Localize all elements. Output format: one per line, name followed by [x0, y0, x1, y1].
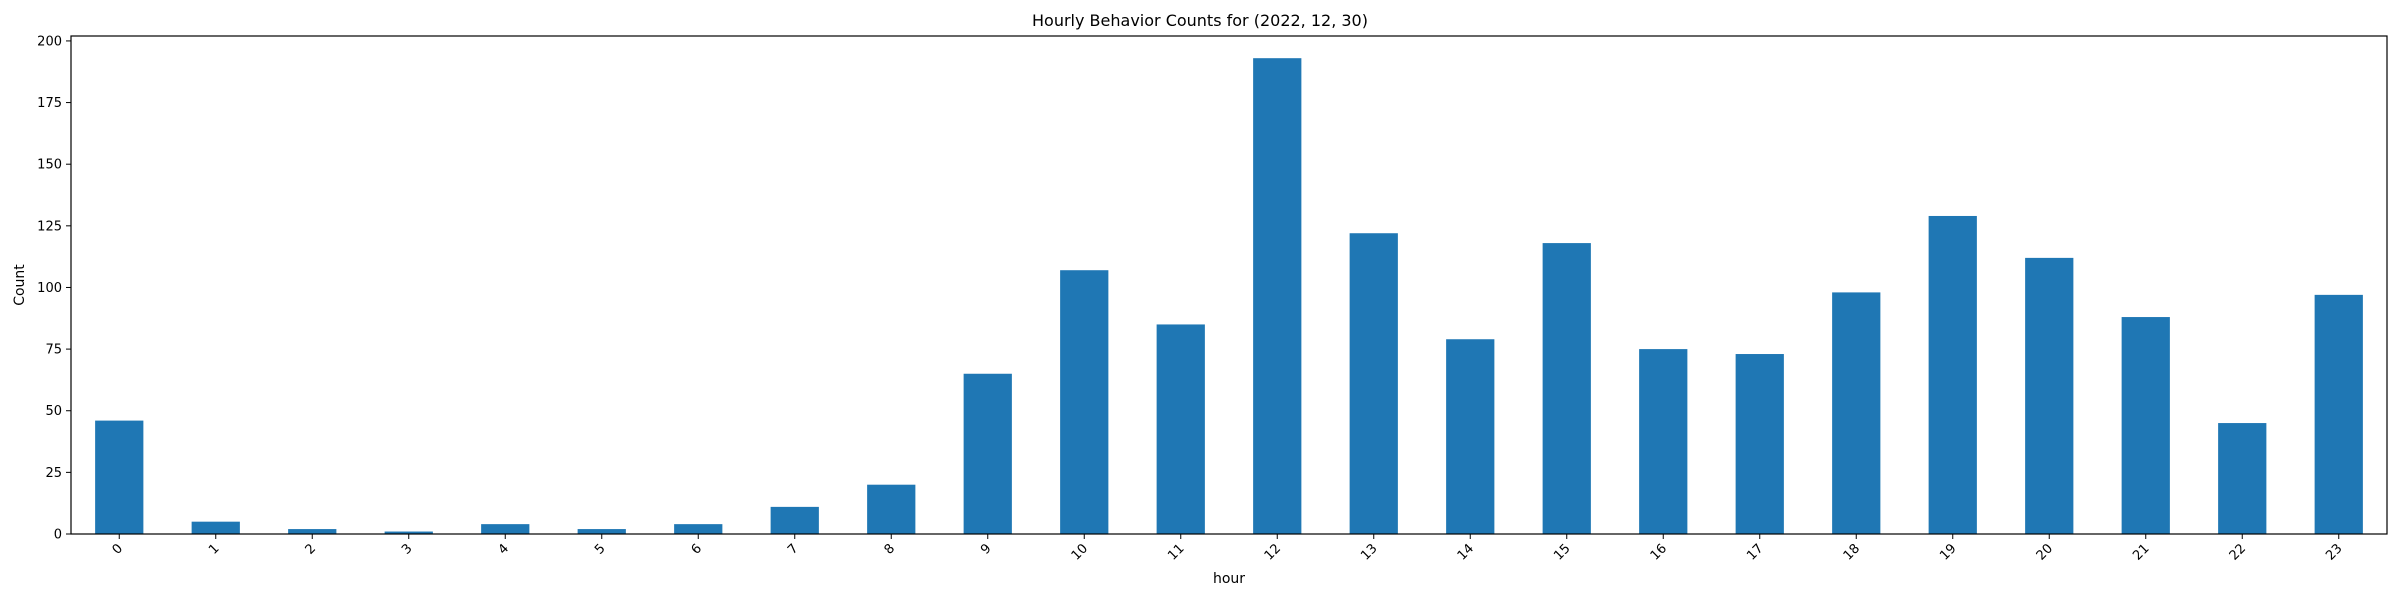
bar-hour-8	[867, 484, 916, 534]
x-axis-ticks: 0 1 2 3 4 5 6 7 8 9 10 11 12 13 14 15 16 17 18 19 20 21 22 23	[110, 534, 2346, 564]
bar-hour-3	[384, 531, 433, 534]
y-tick-label: 125	[37, 219, 62, 234]
y-tick-label: 100	[37, 281, 62, 296]
x-tick-label: 22	[2227, 541, 2249, 563]
bar-hour-12	[1253, 58, 1302, 535]
x-tick-label: 21	[2130, 541, 2152, 563]
bar-hour-4	[481, 524, 530, 534]
bar-hour-22	[2218, 423, 2267, 534]
x-tick-label: 5	[592, 541, 608, 557]
bar-hour-16	[1639, 349, 1688, 534]
y-tick-label: 175	[37, 96, 62, 111]
x-tick-label: 6	[689, 541, 705, 557]
bar-hour-0	[95, 420, 144, 534]
bar-hour-20	[2025, 257, 2074, 534]
bar-hour-11	[1156, 324, 1205, 534]
bar-hour-9	[963, 373, 1012, 534]
bar-hour-7	[770, 506, 819, 534]
bar-hour-6	[674, 524, 723, 534]
bar-hour-21	[2121, 317, 2170, 534]
x-tick-label: 9	[978, 541, 994, 557]
x-tick-label: 13	[1358, 541, 1380, 563]
x-tick-label: 16	[1648, 541, 1670, 563]
y-tick-label: 0	[54, 528, 62, 543]
bar-hour-2	[288, 529, 337, 534]
x-tick-label: 20	[2034, 541, 2056, 563]
bar-hour-19	[1928, 215, 1977, 535]
y-tick-label: 25	[45, 466, 62, 481]
x-tick-label: 1	[206, 541, 222, 557]
x-tick-label: 2	[303, 541, 319, 557]
y-tick-label: 75	[45, 343, 62, 358]
x-tick-label: 19	[1937, 541, 1959, 563]
x-tick-label: 23	[2323, 541, 2345, 563]
bar-hour-18	[1832, 292, 1881, 534]
bar-hour-13	[1349, 233, 1398, 534]
y-tick-label: 150	[37, 158, 62, 173]
y-axis-label: Count	[12, 264, 28, 306]
x-tick-label: 18	[1841, 541, 1863, 563]
x-tick-label: 12	[1262, 541, 1284, 563]
x-tick-label: 3	[399, 541, 415, 557]
x-tick-label: 11	[1165, 541, 1187, 563]
x-tick-label: 15	[1551, 541, 1573, 563]
x-axis-label: hour	[1213, 571, 1245, 587]
bar-hour-10	[1060, 270, 1109, 534]
plot-frame	[70, 35, 2388, 535]
bar-hour-23	[2314, 294, 2363, 534]
y-tick-label: 50	[45, 404, 62, 419]
chart-title: Hourly Behavior Counts for (2022, 12, 30…	[1032, 11, 1368, 30]
x-tick-label: 17	[1744, 541, 1766, 563]
x-tick-label: 14	[1455, 541, 1477, 563]
bar-hour-14	[1446, 339, 1495, 534]
x-tick-label: 10	[1069, 541, 1091, 563]
x-tick-label: 4	[496, 541, 512, 557]
bar-hour-1	[191, 521, 240, 534]
y-tick-label: 200	[37, 34, 62, 49]
bar-hour-15	[1542, 243, 1591, 534]
y-axis-ticks: 0 25 50 75 100 125 150 175 200	[37, 34, 71, 543]
bar-hour-17	[1735, 354, 1784, 534]
bars-group	[95, 58, 2363, 535]
x-tick-label: 0	[110, 541, 126, 557]
x-tick-label: 7	[785, 541, 801, 557]
x-tick-label: 8	[882, 541, 898, 557]
bar-hour-5	[577, 529, 626, 534]
